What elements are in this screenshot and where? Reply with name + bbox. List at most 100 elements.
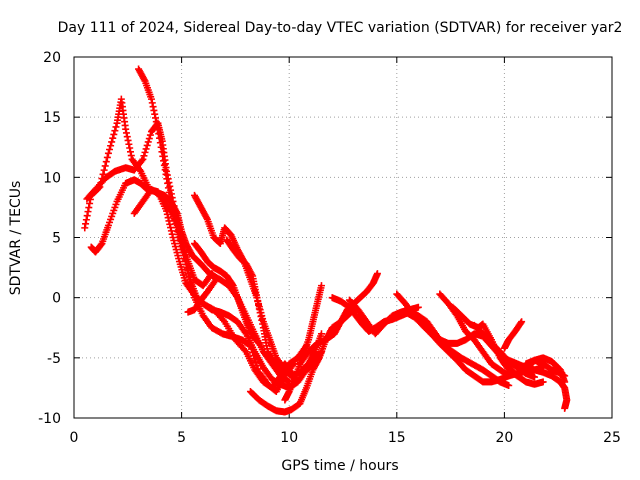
data-point	[103, 153, 111, 161]
data-point	[106, 146, 114, 154]
data-point	[139, 155, 147, 163]
data-point	[165, 188, 173, 196]
data-point	[108, 138, 116, 146]
data-point	[127, 152, 135, 160]
data-point	[539, 378, 547, 386]
y-tick-label: -10	[38, 411, 61, 427]
data-point	[290, 360, 298, 368]
series-layer	[81, 65, 571, 416]
data-point	[82, 216, 90, 224]
data-point	[101, 162, 109, 170]
data-point	[248, 271, 256, 279]
y-tick-label: -5	[47, 351, 61, 367]
data-point	[254, 297, 262, 305]
data-point	[253, 294, 261, 302]
data-point	[203, 214, 211, 222]
data-point	[317, 282, 325, 290]
data-point	[156, 134, 164, 142]
y-tick-label: 20	[43, 50, 61, 66]
data-point	[143, 141, 151, 149]
grid-lines	[74, 57, 612, 418]
data-point	[219, 316, 227, 324]
y-tick-label: 15	[43, 110, 61, 126]
data-point	[122, 129, 130, 137]
data-point	[167, 227, 175, 235]
data-point	[141, 148, 149, 156]
data-point	[157, 143, 165, 151]
series-sat-c	[135, 65, 325, 392]
y-tick-label: 5	[52, 231, 61, 247]
x-tick-label: 20	[495, 430, 513, 446]
data-point	[152, 114, 160, 122]
data-point	[162, 170, 170, 178]
data-point	[255, 301, 263, 309]
data-point	[153, 121, 161, 129]
data-point	[125, 140, 133, 148]
data-point	[112, 123, 120, 131]
data-point	[184, 308, 192, 316]
x-tick-label: 15	[388, 430, 406, 446]
data-point	[254, 365, 262, 373]
data-point	[126, 144, 134, 152]
series-sat-t	[500, 318, 526, 352]
data-point	[259, 320, 267, 328]
data-point	[168, 230, 176, 238]
data-point	[258, 316, 266, 324]
data-point	[288, 361, 296, 369]
data-point	[154, 125, 162, 133]
data-point	[160, 161, 168, 169]
data-point	[82, 220, 90, 228]
data-point	[123, 133, 131, 141]
data-point	[122, 125, 130, 133]
data-point	[163, 207, 171, 215]
data-point	[158, 148, 166, 156]
data-point	[83, 212, 91, 220]
series-sat-o	[393, 290, 513, 386]
data-point	[166, 220, 174, 228]
data-point	[257, 312, 265, 320]
data-point	[156, 139, 164, 147]
series-sat-u	[522, 356, 569, 380]
y-axis-label: SDTVAR / TECUs	[8, 181, 24, 296]
x-tick-label: 10	[280, 430, 298, 446]
data-point	[144, 138, 152, 146]
x-tick-label: 5	[177, 430, 186, 446]
data-point	[104, 149, 112, 157]
data-point	[167, 224, 175, 232]
data-point	[373, 270, 381, 278]
data-point	[161, 166, 169, 174]
data-point	[505, 382, 513, 390]
data-point	[561, 372, 569, 380]
data-point	[561, 404, 569, 412]
series-sat-h	[223, 236, 300, 383]
series-sat-k	[296, 270, 381, 368]
data-point	[164, 214, 172, 222]
data-point	[164, 179, 172, 187]
data-point	[164, 184, 172, 192]
series-sat-e	[130, 185, 220, 316]
series-sat-p	[436, 290, 547, 380]
data-point	[155, 130, 163, 138]
data-point	[81, 224, 89, 232]
data-point	[165, 217, 173, 225]
data-point	[140, 76, 148, 84]
x-tick-label: 0	[70, 430, 79, 446]
x-tick-label: 25	[603, 430, 621, 446]
data-point	[561, 378, 569, 386]
data-point	[500, 344, 508, 352]
data-point	[102, 158, 110, 166]
data-point	[150, 106, 158, 114]
data-point	[254, 338, 262, 346]
data-point	[163, 175, 171, 183]
data-point	[317, 330, 325, 338]
data-point	[110, 130, 118, 138]
y-tick-label: 0	[52, 291, 61, 307]
data-point	[146, 131, 154, 139]
data-point	[140, 152, 148, 160]
data-point	[148, 99, 156, 107]
data-point	[142, 145, 150, 153]
data-point	[84, 208, 92, 216]
data-point	[159, 152, 167, 160]
data-point	[164, 202, 172, 210]
